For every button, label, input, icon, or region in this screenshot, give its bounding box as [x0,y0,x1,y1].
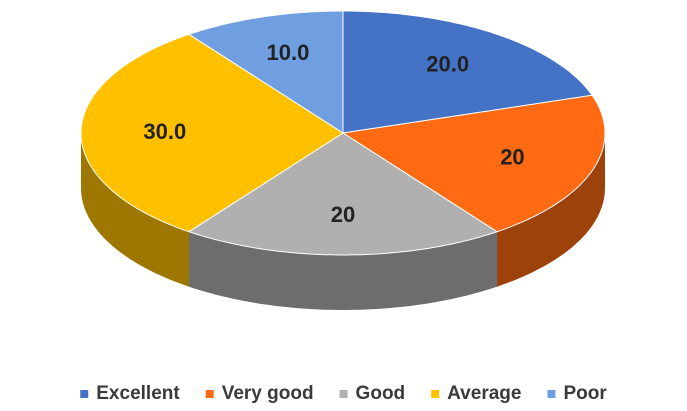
data-label: 20 [500,144,524,169]
slice-side [81,133,189,287]
legend-swatch [339,390,348,398]
slice [342,10,594,134]
slice [187,10,344,134]
legend-swatch [80,390,89,398]
data-label: 30.0 [143,119,186,144]
data-label: 20 [331,202,355,227]
legend-swatch [547,390,556,398]
legend-label: Excellent [96,383,180,404]
legend-swatch [205,390,214,398]
data-label: 10.0 [267,40,310,65]
legend-label: Good [356,383,406,404]
legend-label: Very good [222,383,314,404]
slice [341,94,606,233]
legend-swatch [431,390,440,398]
slice-side [497,133,605,287]
legend-label: Average [447,383,521,404]
legend-label: Poor [563,383,607,404]
slice [187,132,499,256]
data-label: 20.0 [426,52,469,77]
slice [80,33,344,233]
slice-side [189,231,497,310]
legend: Excellent Very good Good Average Poor [80,383,607,404]
